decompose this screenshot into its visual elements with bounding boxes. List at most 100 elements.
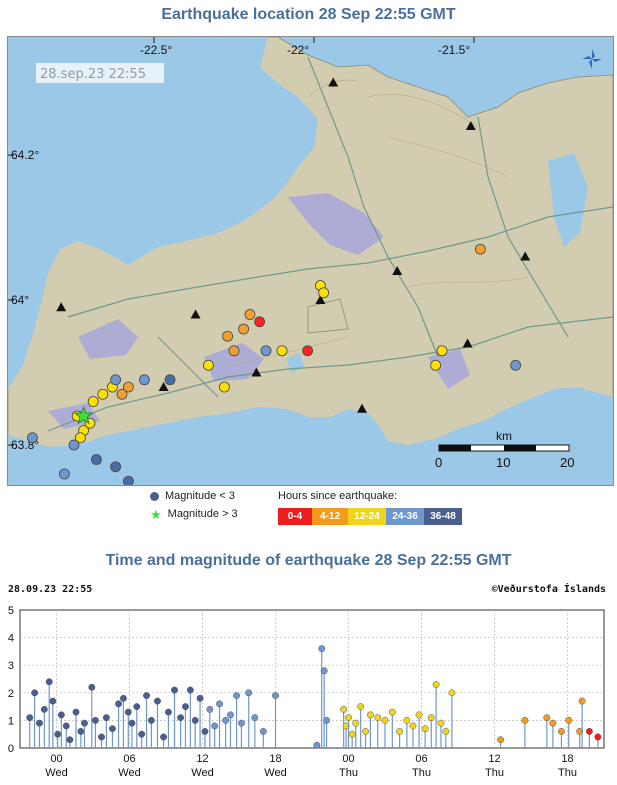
magnitude-point: [54, 730, 62, 738]
earthquake-marker[interactable]: [26, 432, 38, 444]
magnitude-point: [409, 722, 417, 730]
y-tick-label: 5: [8, 605, 14, 617]
earthquake-marker[interactable]: [91, 454, 102, 465]
volcano-icon: [190, 309, 201, 319]
earthquake-marker[interactable]: [222, 330, 234, 342]
magnitude-point: [233, 692, 241, 700]
x-tick-labels: 00 Wed 06 Wed 12 Wed 18 Wed 00 Thu 06 Thu 12 Thu 18 Thu: [45, 753, 577, 779]
magnitude-point: [245, 689, 253, 697]
x-tick-day: Thu: [485, 767, 504, 779]
legend-large-row: ★ Magnitude > 3: [150, 508, 238, 521]
scale-unit: km: [496, 429, 512, 443]
magnitude-point: [160, 733, 168, 741]
magnitude-point: [201, 727, 209, 735]
magnitude-point: [578, 697, 586, 705]
earthquake-marker[interactable]: [276, 345, 288, 357]
magnitude-point: [186, 686, 194, 694]
earthquake-marker[interactable]: [218, 381, 230, 393]
magnitude-point: [342, 722, 350, 730]
x-tick-hour: 12: [196, 753, 208, 765]
magnitude-point: [585, 727, 593, 735]
circle-marker-icon: [150, 491, 159, 501]
magnitude-point: [432, 681, 440, 688]
scale-bar: km 0 10 20: [435, 429, 574, 470]
magnitude-point: [352, 719, 360, 727]
chart-timestamp: 28.09.23 22:55: [8, 584, 92, 595]
magnitude-point: [91, 716, 99, 724]
magnitude-point: [143, 692, 150, 700]
magnitude-point: [109, 725, 116, 733]
earthquake-marker[interactable]: [228, 345, 240, 357]
earthquake-marker[interactable]: [97, 388, 109, 400]
magnitude-point: [102, 714, 110, 722]
earthquake-marker[interactable]: [123, 475, 134, 485]
volcano-icon: [328, 77, 339, 87]
earthquake-marker[interactable]: [436, 345, 448, 357]
earthquake-marker[interactable]: [510, 359, 522, 371]
magnitude-point: [57, 711, 65, 719]
earthquake-marker[interactable]: [75, 432, 86, 444]
earthquake-marker[interactable]: [116, 388, 128, 400]
earthquake-marker[interactable]: [254, 316, 266, 328]
earthquake-marker[interactable]: [318, 287, 330, 299]
earthquake-layer: [26, 243, 522, 485]
magnitude-point: [171, 686, 178, 694]
lat-tick-label: 64°: [11, 293, 29, 307]
earthquake-marker[interactable]: [110, 374, 121, 386]
earthquake-marker[interactable]: [430, 359, 442, 371]
y-tick-label: 1: [8, 715, 14, 727]
magnitude-point: [345, 714, 352, 722]
volcano-icon: [465, 121, 476, 130]
earthquake-marker[interactable]: [59, 468, 70, 480]
magnitude-point: [88, 683, 96, 691]
lava-field: [288, 193, 384, 255]
magnitude-point: [77, 727, 85, 735]
magnitude-point: [437, 719, 445, 727]
x-tick-day: Thu: [412, 767, 431, 779]
volcano-icon: [251, 367, 262, 377]
earthquake-marker[interactable]: [302, 345, 314, 357]
magnitude-point: [381, 716, 389, 724]
earthquake-marker[interactable]: [260, 345, 272, 357]
earthquake-marker[interactable]: [123, 381, 134, 393]
map-panel[interactable]: -22.5° -22° -21.5° 64.2° 64° 63.8° 28.se…: [7, 36, 614, 486]
volcano-icon: [520, 251, 531, 261]
earthquake-marker[interactable]: [202, 359, 214, 371]
magnitude-point: [323, 716, 331, 724]
earthquake-marker[interactable]: [110, 461, 121, 473]
magnitude-point: [421, 725, 429, 733]
chart-copyright: ©Veðurstofa Íslands: [492, 582, 606, 595]
earthquake-marker[interactable]: [138, 374, 150, 386]
legend-hours-title: Hours since earthquake:: [278, 490, 398, 502]
lon-tick-label: -22.5°: [140, 43, 172, 57]
bay-water: [8, 37, 318, 389]
lake-east: [548, 153, 588, 247]
earthquake-marker[interactable]: [238, 323, 250, 335]
magnitude-point: [31, 689, 39, 697]
magnitude-point: [565, 716, 573, 724]
lava-field: [428, 349, 470, 389]
legend-hour-box: 12-24: [348, 508, 386, 525]
magnitude-point: [177, 714, 185, 722]
road-network: [47, 56, 613, 432]
legend-mag-small: Magnitude < 3: [165, 490, 236, 502]
lat-tick-label: 64.2°: [11, 148, 39, 162]
magnitude-point: [396, 727, 404, 735]
magnitude-point: [45, 678, 53, 686]
scale-label: 10: [496, 455, 510, 470]
earthquake-marker[interactable]: [87, 396, 99, 407]
earthquake-marker[interactable]: [164, 374, 176, 386]
magnitude-point: [320, 667, 328, 675]
magnitude-point: [26, 714, 34, 722]
x-tick-day: Thu: [558, 767, 577, 779]
map-canvas[interactable]: -22.5° -22° -21.5° 64.2° 64° 63.8° 28.se…: [8, 37, 613, 485]
earthquake-marker[interactable]: [244, 309, 256, 320]
main-earthquake-star[interactable]: [73, 405, 94, 425]
magnitude-point: [272, 692, 279, 700]
y-tick-label: 2: [8, 688, 14, 700]
volcano-icon: [158, 382, 169, 391]
y-tick-label: 3: [8, 660, 14, 672]
magnitude-point: [357, 703, 365, 711]
earthquake-marker[interactable]: [474, 243, 486, 255]
earthquake-marker[interactable]: [68, 439, 80, 451]
